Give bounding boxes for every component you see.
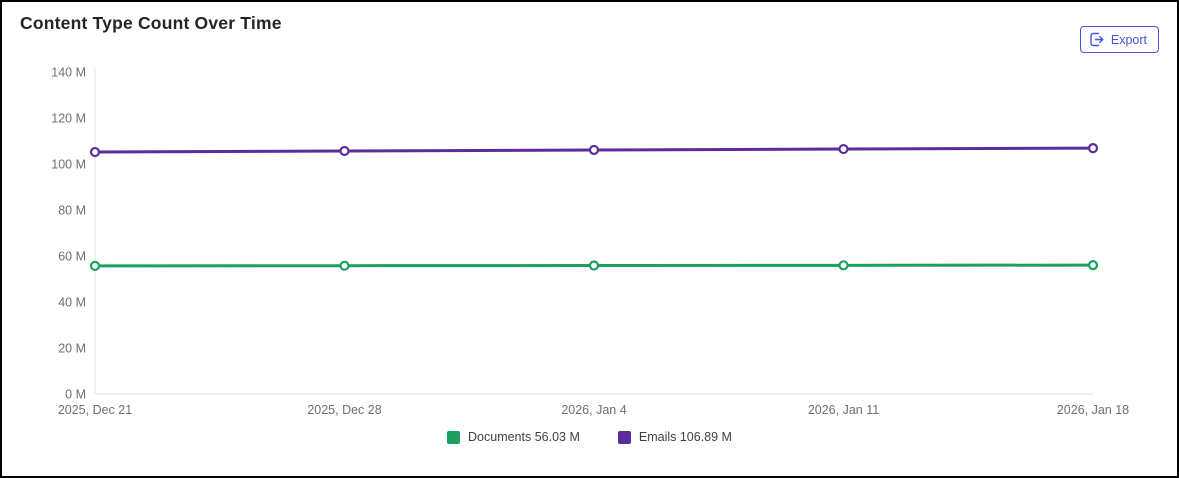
y-tick-label: 0 M	[65, 388, 86, 402]
x-tick-label: 2026, Jan 11	[808, 403, 879, 417]
y-tick-label: 80 M	[58, 204, 86, 218]
data-point-emails[interactable]	[588, 144, 600, 156]
data-point-documents[interactable]	[1087, 260, 1099, 271]
x-tick-label: 2025, Dec 28	[307, 403, 381, 417]
data-point-emails[interactable]	[838, 143, 849, 155]
data-point-emails[interactable]	[339, 145, 350, 157]
data-point-documents[interactable]	[588, 260, 600, 271]
chart-legend: Documents 56.03 M Emails 106.89 M	[2, 430, 1177, 444]
chart-canvas: 0 M 20 M 40 M 60 M 80 M 100 M 120 M 140 M 2025, …	[51, 66, 1129, 418]
legend-item-documents[interactable]: Documents 56.03 M	[447, 430, 580, 444]
legend-item-emails[interactable]: Emails 106.89 M	[617, 430, 732, 444]
export-button[interactable]: Export	[1079, 26, 1159, 53]
x-tick-label: 2025, Dec 21	[58, 403, 132, 417]
legend-swatch-emails	[617, 430, 631, 444]
y-tick-label: 20 M	[58, 342, 86, 356]
data-point-emails[interactable]	[89, 146, 101, 158]
y-tick-label: 140 M	[51, 66, 86, 80]
legend-label-emails: Emails 106.89 M	[638, 430, 732, 444]
x-tick-label: 2026, Jan 4	[561, 403, 626, 417]
y-tick-label: 60 M	[58, 250, 86, 264]
data-point-emails[interactable]	[1087, 143, 1099, 154]
export-icon	[1090, 32, 1104, 47]
y-tick-label: 120 M	[51, 112, 86, 126]
data-point-documents[interactable]	[89, 260, 101, 271]
chart-title: Content Type Count Over Time	[20, 13, 282, 33]
y-tick-label: 100 M	[51, 158, 86, 172]
export-button-label: Export	[1110, 32, 1147, 47]
data-point-documents[interactable]	[339, 260, 350, 271]
x-tick-label: 2026, Jan 18	[1057, 403, 1129, 417]
legend-swatch-documents	[447, 430, 461, 444]
legend-label-documents: Documents 56.03 M	[468, 430, 580, 444]
data-point-documents[interactable]	[838, 260, 849, 271]
line-chart: 0 M 20 M 40 M 60 M 80 M 100 M 120 M 140 M 2025, …	[2, 60, 1177, 422]
y-tick-label: 40 M	[58, 296, 86, 310]
